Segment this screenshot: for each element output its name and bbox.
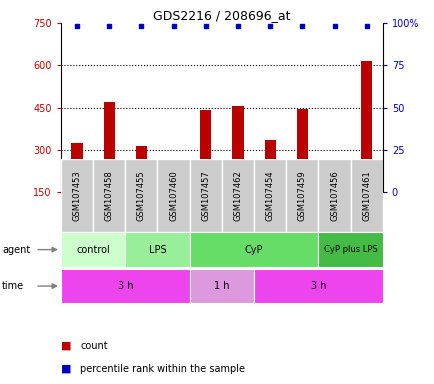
Point — [138, 23, 145, 30]
Bar — [253, 159, 286, 232]
Bar — [232, 106, 243, 192]
Bar — [296, 109, 307, 192]
Bar — [135, 146, 147, 192]
Text: LPS: LPS — [148, 245, 166, 255]
Text: agent: agent — [2, 245, 30, 255]
Text: GSM107462: GSM107462 — [233, 170, 242, 221]
Bar — [328, 182, 339, 192]
Bar — [221, 159, 253, 232]
Bar — [189, 269, 253, 303]
Text: GSM107461: GSM107461 — [362, 170, 370, 221]
Text: 3 h: 3 h — [310, 281, 326, 291]
Point — [362, 23, 369, 30]
Bar — [61, 159, 93, 232]
Bar — [189, 232, 318, 267]
Bar — [189, 159, 221, 232]
Point — [105, 23, 112, 30]
Text: CyP plus LPS: CyP plus LPS — [323, 245, 377, 254]
Bar — [318, 232, 382, 267]
Point — [170, 23, 177, 30]
Text: GSM107460: GSM107460 — [169, 170, 178, 221]
Bar — [318, 159, 350, 232]
Text: CyP: CyP — [244, 245, 263, 255]
Bar — [286, 159, 318, 232]
Bar — [360, 61, 372, 192]
Bar — [61, 232, 125, 267]
Point — [266, 23, 273, 30]
Text: count: count — [80, 341, 108, 351]
Bar — [264, 140, 275, 192]
Bar — [168, 164, 179, 192]
Bar — [61, 269, 189, 303]
Text: GSM107458: GSM107458 — [105, 170, 113, 221]
Point — [298, 23, 305, 30]
Bar — [93, 159, 125, 232]
Bar — [157, 159, 189, 232]
Bar — [71, 143, 82, 192]
Bar — [350, 159, 382, 232]
Point — [202, 23, 209, 30]
Point — [330, 23, 337, 30]
Text: GSM107456: GSM107456 — [329, 170, 338, 221]
Point — [73, 23, 80, 30]
Text: GSM107459: GSM107459 — [297, 170, 306, 221]
Text: control: control — [76, 245, 110, 255]
Text: ■: ■ — [61, 364, 75, 374]
Bar — [200, 110, 211, 192]
Text: 3 h: 3 h — [117, 281, 133, 291]
Bar — [253, 269, 382, 303]
Bar — [103, 102, 115, 192]
Bar — [125, 232, 189, 267]
Text: 1 h: 1 h — [214, 281, 229, 291]
Text: GSM107457: GSM107457 — [201, 170, 210, 221]
Title: GDS2216 / 208696_at: GDS2216 / 208696_at — [153, 9, 290, 22]
Text: GSM107454: GSM107454 — [265, 170, 274, 221]
Text: time: time — [2, 281, 24, 291]
Text: GSM107453: GSM107453 — [72, 170, 81, 221]
Text: ■: ■ — [61, 341, 75, 351]
Point — [234, 23, 241, 30]
Bar — [125, 159, 157, 232]
Text: GSM107455: GSM107455 — [137, 170, 145, 221]
Text: percentile rank within the sample: percentile rank within the sample — [80, 364, 245, 374]
